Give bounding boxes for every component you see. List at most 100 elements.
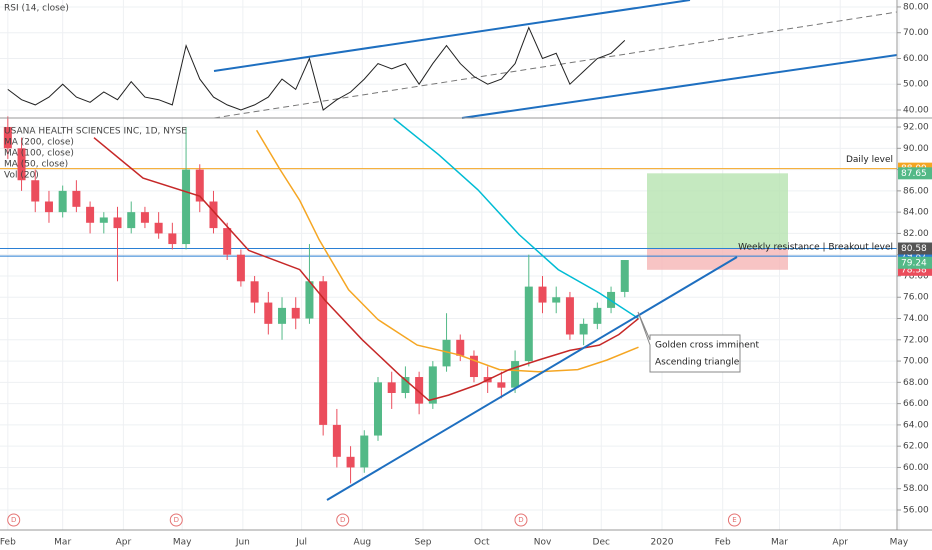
y-tick-label: 84.00 — [903, 208, 929, 218]
price-tag-label: 79.24 — [901, 258, 927, 268]
candle-body — [99, 217, 108, 223]
y-tick-label: 60.00 — [903, 463, 929, 473]
event-label: D — [518, 516, 523, 524]
x-tick-label: Mar — [54, 538, 71, 548]
level-label: Daily level — [846, 155, 893, 165]
price-tag-label: 78.58 — [901, 265, 927, 275]
trend-line — [326, 256, 738, 501]
candle-body — [291, 307, 300, 319]
candle-body — [209, 201, 218, 229]
y-tick-label: 68.00 — [903, 378, 929, 388]
y-tick-label: 80.00 — [903, 2, 929, 12]
event-label: E — [732, 516, 736, 524]
y-tick-label: 90.00 — [903, 144, 929, 154]
price-tag — [898, 242, 932, 255]
y-tick-label: 76.00 — [903, 293, 929, 303]
candle-body — [72, 190, 81, 207]
target-zone — [647, 173, 788, 249]
event-marker — [7, 513, 21, 527]
candle-body — [127, 212, 136, 229]
candle-body — [401, 377, 410, 393]
candle-body — [86, 206, 95, 223]
volume-title: Vol (20) — [4, 171, 39, 181]
y-tick-label: 74.00 — [903, 314, 929, 324]
candle-body — [305, 281, 314, 319]
event-marker — [727, 513, 741, 527]
candle-body — [346, 456, 355, 468]
candle-body — [593, 307, 602, 324]
x-tick-label: Jun — [235, 538, 250, 548]
candle-body — [264, 302, 273, 324]
ma-line — [93, 137, 639, 402]
y-tick-label: 72.00 — [903, 335, 929, 345]
x-tick-label: Oct — [474, 538, 490, 548]
ma-line — [393, 117, 639, 320]
x-tick-label: Nov — [534, 538, 552, 548]
candle-body — [332, 424, 341, 457]
y-tick-label: 70.00 — [903, 28, 929, 38]
x-tick-label: Apr — [832, 538, 848, 548]
candle-body — [223, 228, 232, 255]
x-tick-label: Aug — [354, 538, 372, 548]
legend-entry: MA (50, close) — [4, 160, 68, 170]
event-marker — [514, 513, 528, 527]
x-tick-label: May — [890, 538, 909, 548]
candle-body — [31, 180, 40, 202]
y-tick-label: 62.00 — [903, 442, 929, 452]
candle-body — [360, 435, 369, 468]
event-label: D — [11, 516, 16, 524]
y-tick-label: 82.00 — [903, 229, 929, 239]
candle-body — [3, 127, 12, 149]
x-tick-label: Sep — [415, 538, 432, 548]
candle-body — [469, 355, 478, 378]
x-tick-label: Dec — [593, 538, 610, 548]
price-tag — [898, 167, 932, 180]
ma-line — [255, 129, 639, 373]
price-tag-label: 79.87 — [901, 252, 927, 262]
candle-body — [58, 190, 67, 213]
candle-body — [140, 212, 149, 223]
grid — [0, 0, 900, 530]
y-tick-label: 50.00 — [903, 80, 929, 90]
annotation: Ascending triangle — [655, 358, 740, 368]
callout — [637, 311, 741, 373]
candle-body — [565, 297, 574, 335]
channel-line — [461, 54, 898, 119]
channel-mid — [213, 11, 898, 119]
event-marker — [336, 513, 350, 527]
candle-body — [442, 339, 451, 367]
price-tag — [898, 256, 932, 269]
price-tag-label: 80.58 — [901, 244, 927, 254]
x-tick-label: Jul — [295, 538, 307, 548]
y-tick-label: 40.00 — [903, 106, 929, 116]
price-tag-label: 87.65 — [901, 169, 927, 179]
x-tick-label: Apr — [116, 538, 132, 548]
y-tick-label: 56.00 — [903, 506, 929, 516]
candle-body — [319, 281, 328, 425]
candle-body — [373, 382, 382, 436]
candle-body — [538, 286, 547, 303]
y-tick-label: 70.00 — [903, 357, 929, 367]
annotation: Golden cross imminent — [655, 341, 759, 351]
y-tick-label: 64.00 — [903, 420, 929, 430]
x-tick-label: Feb — [715, 538, 731, 548]
rsi-title: RSI (14, close) — [4, 4, 69, 14]
candle-body — [17, 148, 26, 181]
legend-entry: MA (100, close) — [4, 149, 74, 159]
candle-body — [428, 366, 437, 404]
candle-body — [278, 307, 287, 324]
candle-body — [387, 382, 396, 393]
candle-body — [168, 233, 177, 245]
x-tick-label: Feb — [0, 538, 16, 548]
chart-title: USANA HEALTH SCIENCES INC, 1D, NYSE — [4, 127, 187, 137]
x-tick-label: Mar — [771, 538, 788, 548]
candle-body — [236, 254, 245, 282]
y-tick-label: 92.00 — [903, 123, 929, 133]
stop-zone — [647, 248, 788, 270]
candle-body — [511, 361, 520, 388]
y-tick-label: 78.00 — [903, 271, 929, 281]
candle-body — [250, 281, 259, 303]
candle-body — [456, 339, 465, 356]
